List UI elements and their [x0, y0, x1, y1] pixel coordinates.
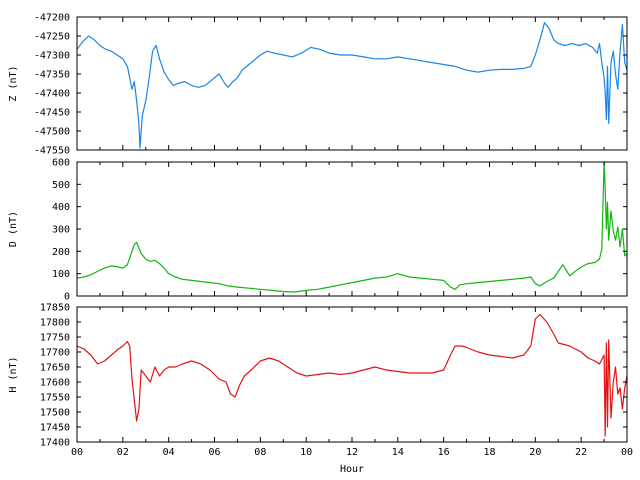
y-tick-label: 17650: [40, 363, 70, 374]
y-tick-label: 0: [64, 292, 70, 303]
y-tick-label: -47300: [34, 51, 70, 62]
x-tick-label: 04: [163, 447, 175, 458]
panel-3: 17400 17450 17500 17550 17600 17650 17700 17750…: [8, 303, 633, 476]
series-line-3: [76, 313, 628, 437]
x-tick-label: 00: [621, 447, 633, 458]
y-tick-label: 200: [52, 247, 70, 258]
x-tick-label: 22: [575, 447, 587, 458]
y-tick-label: 17400: [40, 438, 70, 449]
y-tick-label: 500: [52, 180, 70, 191]
y-tick-label: 17500: [40, 408, 70, 419]
x-tick-label: 08: [254, 447, 266, 458]
y-tick-label: 400: [52, 202, 70, 213]
panel-2: 0 100 200 300 400 500 600 D (nT): [8, 158, 628, 303]
y-tick-label: -47550: [34, 146, 70, 157]
y-axis-label-2: D (nT): [8, 211, 19, 247]
y-tick-label: 17800: [40, 318, 70, 329]
y-tick-label: 17550: [40, 393, 70, 404]
y-tick-label: 17850: [40, 303, 70, 314]
x-tick-label: 12: [346, 447, 358, 458]
y-tick-label: 600: [52, 158, 70, 169]
x-tick-label: 16: [438, 447, 450, 458]
x-tick-label: 00: [71, 447, 83, 458]
y-axis-label-1: Z (nT): [8, 65, 19, 101]
y-tick-label: -47350: [34, 70, 70, 81]
x-tick-label: 02: [117, 447, 129, 458]
x-axis-label: Hour: [340, 464, 364, 475]
x-tick-label: 06: [208, 447, 220, 458]
x-tick-label: 18: [483, 447, 495, 458]
y-tick-label: 100: [52, 269, 70, 280]
x-tick-label: 10: [300, 447, 312, 458]
y-tick-label: -47400: [34, 89, 70, 100]
panel-1: -47550 -47500 -47450 -47400 -47350 -47300 -472…: [8, 13, 628, 157]
y-tick-label: -47450: [34, 108, 70, 119]
series-line-1: [76, 22, 628, 149]
x-tick-label: 14: [392, 447, 404, 458]
y-tick-label: 17450: [40, 423, 70, 434]
y-axis-label-3: H (nT): [8, 356, 19, 392]
y-tick-label: 17600: [40, 378, 70, 389]
y-tick-label: -47200: [34, 13, 70, 24]
series-line-2: [76, 161, 628, 293]
y-tick-label: -47500: [34, 127, 70, 138]
x-tick-label: 20: [529, 447, 541, 458]
y-tick-label: 17700: [40, 348, 70, 359]
panels: -47550 -47500 -47450 -47400 -47350 -47300 -472…: [8, 13, 633, 476]
y-tick-label: 17750: [40, 333, 70, 344]
y-tick-label: -47250: [34, 32, 70, 43]
y-tick-label: 300: [52, 225, 70, 236]
